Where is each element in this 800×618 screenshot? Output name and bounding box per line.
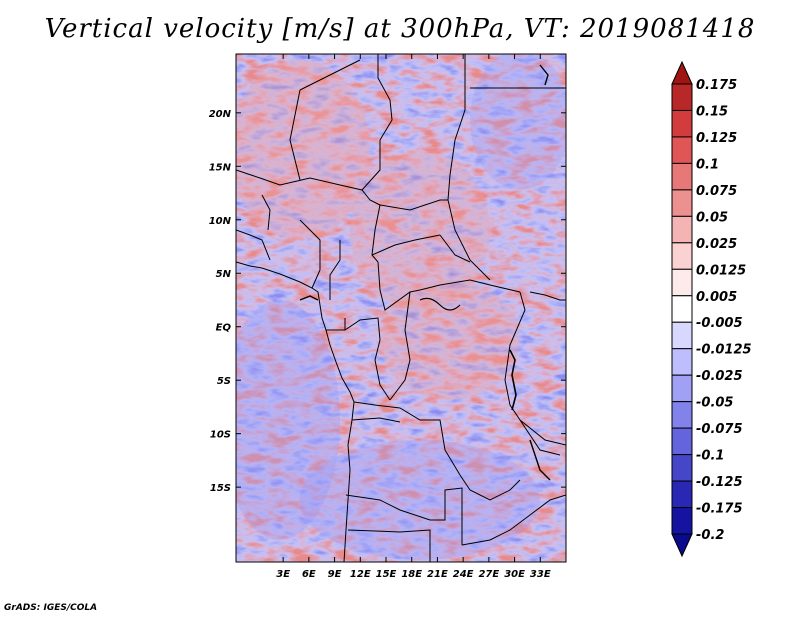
colorbar-label: -0.05	[696, 396, 733, 411]
map-title: Vertical velocity [m/s] at 300hPa, VT: 2…	[44, 14, 756, 44]
colorbar-swatch	[671, 136, 693, 164]
x-tick-label: 3E	[276, 569, 290, 580]
x-tick-label: 15E	[376, 569, 397, 580]
colorbar-swatch	[671, 321, 693, 350]
grads-credit: GrADS: IGES/COLA	[4, 603, 98, 613]
x-tick-label: 33E	[530, 569, 551, 580]
x-tick-label: 30E	[504, 569, 525, 580]
colorbar-label: -0.075	[696, 422, 743, 437]
colorbar-label: 0.125	[696, 131, 737, 146]
colorbar-swatch	[671, 60, 693, 85]
colorbar-swatch	[671, 348, 693, 376]
colorbar-swatch	[671, 427, 693, 456]
colorbar-label: 0.075	[696, 184, 737, 199]
colorbar-label: 0.025	[696, 237, 737, 252]
y-tick-label: 10N	[209, 216, 232, 227]
colorbar-label: 0.15	[696, 104, 728, 119]
colorbar-label: 0.1	[696, 157, 719, 172]
x-tick-label: 6E	[302, 569, 316, 580]
colorbar-swatch	[671, 109, 693, 138]
y-tick-label: EQ	[216, 323, 232, 334]
y-tick-label: 15N	[209, 162, 232, 173]
colorbar-swatch	[671, 454, 693, 482]
longitude-axis: 3E 6E 9E 12E 15E 18E 21E 24E 27E 30E 33E	[276, 54, 551, 580]
colorbar-label: 0.05	[696, 210, 728, 225]
y-tick-label: 5N	[216, 269, 232, 280]
colorbar-swatch	[671, 533, 693, 558]
colorbar-swatch	[671, 480, 693, 509]
colorbar-swatch	[671, 242, 693, 270]
colorbar-swatch	[671, 374, 693, 403]
colorbar-swatch	[671, 401, 693, 429]
x-tick-label: 12E	[350, 569, 371, 580]
colorbar-label: -0.175	[696, 502, 743, 517]
country-boundaries	[236, 54, 566, 562]
colorbar-label: -0.0125	[696, 343, 752, 358]
y-tick-label: 15S	[210, 483, 231, 494]
x-tick-label: 27E	[478, 569, 499, 580]
colorbar-label: -0.2	[696, 528, 724, 543]
colorbar-label: -0.005	[696, 316, 743, 331]
vertical-velocity-field	[236, 54, 566, 562]
y-tick-label: 5S	[217, 376, 231, 387]
y-tick-label: 20N	[209, 109, 232, 120]
colorbar-label: -0.025	[696, 369, 743, 384]
colorbar-swatch	[671, 507, 693, 535]
colorbar-swatch	[671, 83, 693, 111]
plot-frame	[235, 53, 567, 563]
colorbar-swatch	[671, 215, 693, 244]
colorbar-label: -0.1	[696, 449, 724, 464]
x-tick-label: 21E	[427, 569, 448, 580]
colorbar-label: -0.125	[696, 475, 743, 490]
colorbar-swatch	[671, 189, 693, 217]
colorbar-label: 0.005	[696, 290, 737, 305]
colorbar: 0.175 0.15 0.125 0.1 0.075 0.05 0.025 0.0125 0.0…	[671, 60, 752, 558]
colorbar-swatch	[671, 268, 693, 297]
latitude-axis: 20N 15N 10N 5N EQ 5S 10S 15S	[209, 109, 566, 494]
colorbar-swatch	[671, 162, 693, 191]
colorbar-label: 0.175	[696, 78, 737, 93]
x-tick-label: 18E	[401, 569, 422, 580]
x-tick-label: 24E	[453, 569, 474, 580]
colorbar-swatch	[671, 295, 693, 323]
colorbar-label: 0.0125	[696, 263, 746, 278]
y-tick-label: 10S	[210, 430, 231, 441]
x-tick-label: 9E	[328, 569, 342, 580]
